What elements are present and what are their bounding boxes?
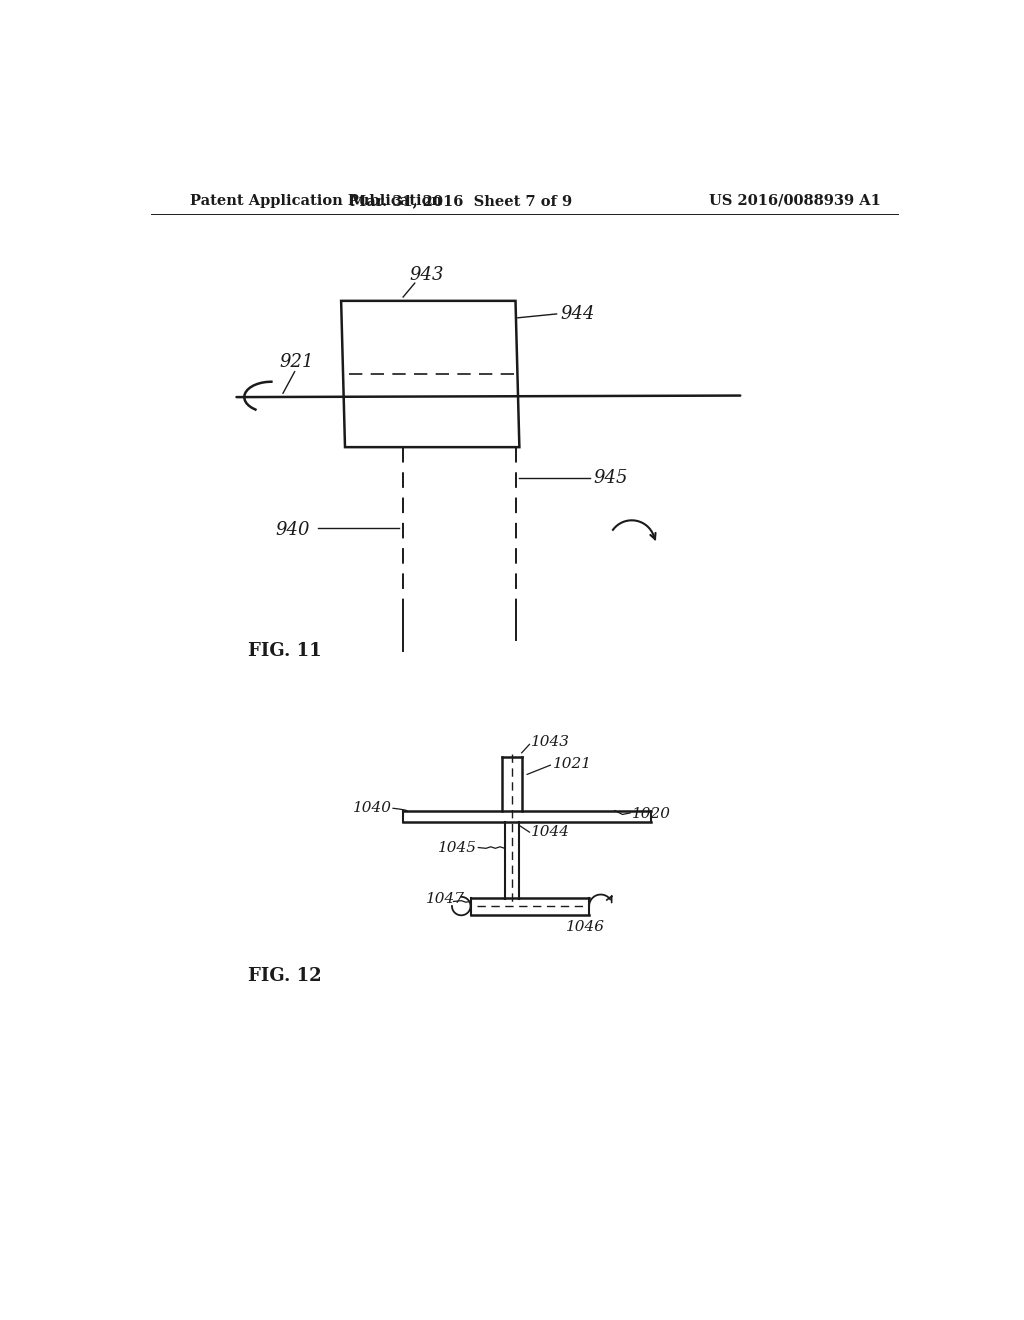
Text: 943: 943 bbox=[410, 267, 443, 284]
Text: 1040: 1040 bbox=[352, 801, 391, 816]
Text: 1047: 1047 bbox=[426, 892, 465, 906]
Text: US 2016/0088939 A1: US 2016/0088939 A1 bbox=[709, 194, 881, 207]
Text: 1020: 1020 bbox=[632, 808, 671, 821]
Text: 1046: 1046 bbox=[566, 920, 605, 933]
Text: Mar. 31, 2016  Sheet 7 of 9: Mar. 31, 2016 Sheet 7 of 9 bbox=[350, 194, 572, 207]
Text: 1045: 1045 bbox=[437, 841, 477, 854]
Text: FIG. 12: FIG. 12 bbox=[248, 968, 322, 985]
Text: 1044: 1044 bbox=[531, 825, 570, 840]
Text: Patent Application Publication: Patent Application Publication bbox=[190, 194, 442, 207]
Text: 1021: 1021 bbox=[553, 758, 592, 771]
Text: 921: 921 bbox=[280, 354, 314, 371]
Text: FIG. 11: FIG. 11 bbox=[248, 643, 322, 660]
Text: 945: 945 bbox=[593, 469, 628, 487]
Text: 944: 944 bbox=[560, 305, 595, 323]
Text: 940: 940 bbox=[275, 520, 310, 539]
Text: 1043: 1043 bbox=[531, 735, 570, 748]
